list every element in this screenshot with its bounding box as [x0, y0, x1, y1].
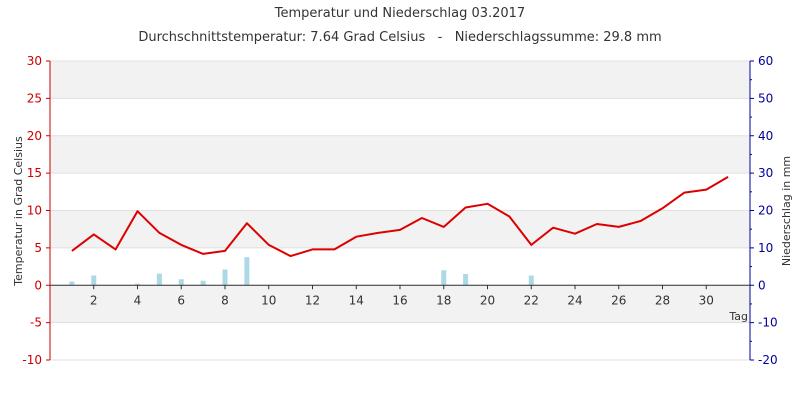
x-axis-label: Tag [728, 310, 748, 323]
right-tick-label: 50 [758, 91, 773, 105]
right-tick-label: -10 [758, 316, 778, 330]
left-tick-label: 5 [34, 241, 42, 255]
right-tick-label: 0 [758, 278, 766, 292]
x-tick-label: 16 [392, 293, 407, 307]
x-tick-label: 6 [177, 293, 185, 307]
left-tick-label: 30 [27, 54, 42, 68]
right-tick-label: -20 [758, 353, 778, 367]
right-tick-label: 40 [758, 129, 773, 143]
band [50, 285, 750, 323]
precipitation-bar [135, 283, 140, 286]
precipitation-bar [463, 274, 469, 286]
right-tick-label: 60 [758, 54, 773, 68]
left-tick-label: 20 [27, 129, 42, 143]
temperature-series [71, 176, 729, 258]
precipitation-bars [69, 257, 534, 286]
precipitation-bar [178, 279, 184, 286]
left-tick-label: -5 [30, 316, 42, 330]
chart-title: Temperatur und Niederschlag 03.2017 [274, 6, 525, 21]
left-tick-label: 0 [34, 278, 42, 292]
precipitation-bar [222, 269, 228, 286]
x-tick-label: 2 [90, 293, 98, 307]
y-axis-label-left: Temperatur in Grad Celsius [12, 136, 25, 287]
x-tick-label: 10 [261, 293, 276, 307]
left-tick-label: 10 [27, 204, 42, 218]
temperature-line [71, 176, 729, 258]
precipitation-bar [441, 270, 447, 286]
precipitation-bar [528, 275, 534, 286]
x-tick-label: 22 [524, 293, 539, 307]
x-tick-label: 26 [611, 293, 626, 307]
left-tick-label: 15 [27, 166, 42, 180]
x-tick-label: 20 [480, 293, 495, 307]
right-tick-label: 20 [758, 204, 773, 218]
left-tick-label: 25 [27, 91, 42, 105]
precipitation-bar [200, 280, 206, 286]
background-bands [50, 61, 750, 323]
precipitation-bar [91, 275, 97, 286]
x-tick-label: 12 [305, 293, 320, 307]
band [50, 135, 750, 174]
x-tick-label: 30 [699, 293, 714, 307]
x-tick-label: 28 [655, 293, 670, 307]
axes [46, 60, 754, 361]
precipitation-bar [156, 273, 162, 286]
precipitation-bar [69, 281, 75, 286]
x-tick-label: 14 [349, 293, 364, 307]
right-tick-label: 30 [758, 166, 773, 180]
precipitation-bar [244, 257, 250, 286]
x-tick-label: 24 [567, 293, 582, 307]
x-tick-label: 18 [436, 293, 451, 307]
y-axis-label-right: Niederschlag in mm [780, 156, 793, 266]
left-tick-label: -10 [22, 353, 42, 367]
chart-subtitle: Durchschnittstemperatur: 7.64 Grad Celsi… [138, 30, 661, 45]
band [50, 61, 750, 99]
x-tick-label: 8 [221, 293, 229, 307]
x-tick-label: 4 [134, 293, 142, 307]
right-tick-label: 10 [758, 241, 773, 255]
